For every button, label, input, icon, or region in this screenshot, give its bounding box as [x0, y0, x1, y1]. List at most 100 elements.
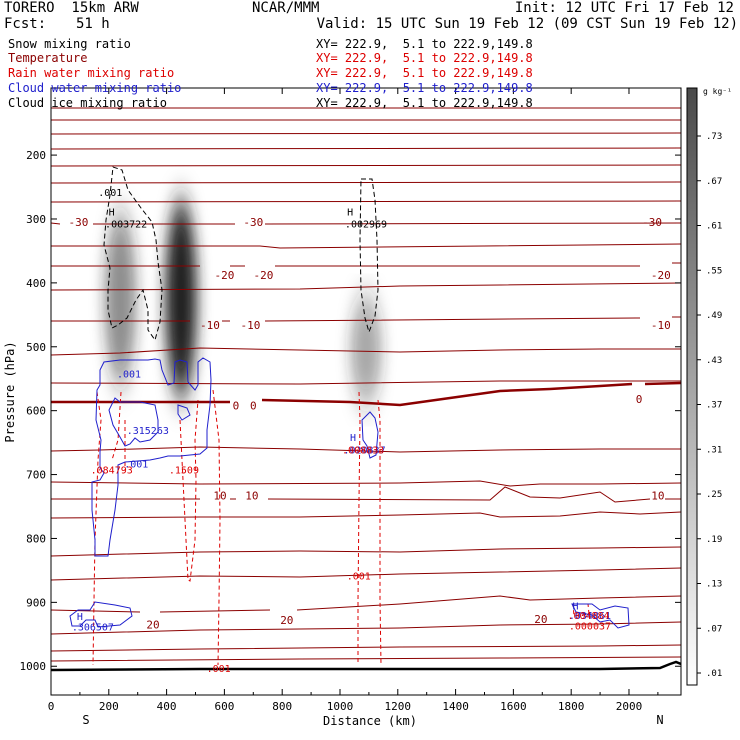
temperature-label: -20: [253, 269, 273, 282]
x-tick-label: 1200: [385, 700, 412, 713]
temperature-contour-line: [51, 480, 681, 487]
colorbar-unit: g kg⁻¹: [703, 87, 732, 96]
y-tick-label: 1000: [20, 660, 47, 673]
rain-annotation: .008833: [342, 446, 384, 457]
cloud-water-contour: [571, 603, 630, 629]
colorbar-label: .01: [706, 669, 722, 679]
x-tick-label: 800: [272, 700, 292, 713]
temperature-label: 10: [245, 490, 258, 503]
temperature-contour-line: [51, 147, 681, 150]
temperature-contour-line: [51, 132, 681, 135]
temperature-label: 20: [534, 613, 547, 626]
init-time: Init: 12 UTC Fri 17 Feb 12: [514, 0, 734, 16]
legend-cloud-ice-xy: XY= 222.9, 5.1 to 222.9,149.8: [316, 96, 533, 110]
temperature-contour-line: [51, 567, 681, 581]
cloudwater-annotation: .306507: [72, 623, 114, 634]
cloudwater-annotation: .034861: [569, 611, 611, 622]
temperature-label: -30: [69, 216, 89, 229]
y-tick-label: 600: [26, 405, 46, 418]
rain-water-contour: [179, 399, 199, 582]
temperature-label: -20: [651, 269, 671, 282]
x-axis-title: Distance (km): [323, 714, 417, 728]
snow-plume: [104, 212, 137, 386]
x-tick-label: 400: [157, 700, 177, 713]
y-tick-label: 400: [26, 277, 46, 290]
temperature-contour-line: [51, 656, 681, 662]
y-tick-label: 700: [26, 469, 46, 482]
legend-rain-water-xy: XY= 222.9, 5.1 to 222.9,149.8: [316, 66, 533, 80]
temperature-contour-line: [51, 262, 681, 267]
temperature-contour-line: [51, 200, 681, 203]
temperature-label: 10: [651, 490, 664, 503]
temperature-label: -10: [651, 319, 671, 332]
cloudwater-annotation: .315263: [127, 426, 169, 437]
rain-annotation: .000037: [569, 621, 611, 632]
temperature-contour-line: [51, 282, 681, 291]
temperature-label: 0: [250, 400, 257, 413]
ice-annotation: .002969: [345, 219, 387, 230]
temperature-contour-line: [51, 595, 681, 613]
colorbar-label: .67: [706, 177, 722, 187]
colorbar-label: .07: [706, 624, 722, 634]
model-title: TORERO 15km ARW: [4, 0, 139, 16]
x-tick-label: 1400: [442, 700, 469, 713]
cloud-water-contour: [69, 601, 133, 628]
legend-cloud-water: Cloud water mixing ratio: [8, 81, 182, 95]
colorbar-label: .25: [706, 490, 722, 500]
y-tick-label: 800: [26, 532, 46, 545]
ice-annotation: .001: [98, 188, 122, 199]
x-tick-label: 0: [48, 700, 55, 713]
colorbar-label: .49: [706, 311, 722, 321]
temperature-label: 0: [636, 393, 643, 406]
colorbar-label: .19: [706, 535, 722, 545]
cloud-water-contour: [177, 404, 191, 421]
y-axis-title: Pressure (hPa): [3, 341, 17, 442]
valid-time: Valid: 15 UTC Sun 19 Feb 12 (09 CST Sun …: [316, 16, 738, 32]
snow-plume: [165, 199, 198, 398]
rain-annotation: .001: [207, 664, 231, 675]
temperature-label: 10: [213, 490, 226, 503]
y-tick-label: 900: [26, 596, 46, 609]
x-tick-label: 600: [214, 700, 234, 713]
temperature-contour-line: [51, 347, 681, 356]
temperature-contour-line: [51, 380, 681, 385]
legend-cloud-ice: Cloud ice mixing ratio: [8, 96, 167, 110]
y-tick-label: 500: [26, 341, 46, 354]
center-title: NCAR/MMM: [252, 0, 320, 16]
temperature-contour-line: [51, 546, 681, 557]
rain-annotation: .1509: [169, 465, 199, 476]
legend-snow-xy: XY= 222.9, 5.1 to 222.9,149.8: [316, 37, 533, 51]
legend-cloud-water-xy: XY= 222.9, 5.1 to 222.9,149.8: [316, 81, 533, 95]
colorbar-label: .31: [706, 445, 722, 455]
x-tick-label: 1800: [558, 700, 585, 713]
cloud-ice-contour: [103, 166, 163, 342]
cloudwater-annotation: .001: [117, 370, 141, 381]
cloudwater-annotation: H: [573, 602, 579, 613]
rain-annotation: .004884: [567, 611, 609, 622]
cloud-water-contour: [108, 397, 159, 447]
cloud-water-contour: [91, 357, 212, 557]
colorbar-bar: [686, 87, 698, 686]
temperature-contour-line: [51, 181, 681, 184]
plot-frame: [50, 87, 682, 696]
rain-water-contour: [357, 391, 382, 666]
colorbar-label: .61: [706, 222, 722, 232]
cloudwater-annotation: .020837: [343, 446, 385, 457]
x-tick-label: 200: [99, 700, 119, 713]
forecast-label: Fcst:: [4, 16, 47, 32]
colorbar-label: .13: [706, 580, 722, 590]
temperature-label: -30: [642, 216, 662, 229]
ice-annotation: H: [109, 207, 115, 218]
freezing-level-contour: [51, 381, 681, 407]
rain-annotation: .084793: [91, 465, 133, 476]
colorbar-label: .37: [706, 401, 722, 411]
ground-surface-line: [51, 660, 681, 672]
temperature-label: 20: [280, 614, 293, 627]
temperature-contour-line: [51, 644, 681, 652]
forecast-hour: 51 h: [76, 16, 110, 32]
y-tick-label: 300: [26, 213, 46, 226]
legend-snow: Snow mixing ratio: [8, 37, 131, 51]
temperature-contour-line: [51, 243, 681, 249]
